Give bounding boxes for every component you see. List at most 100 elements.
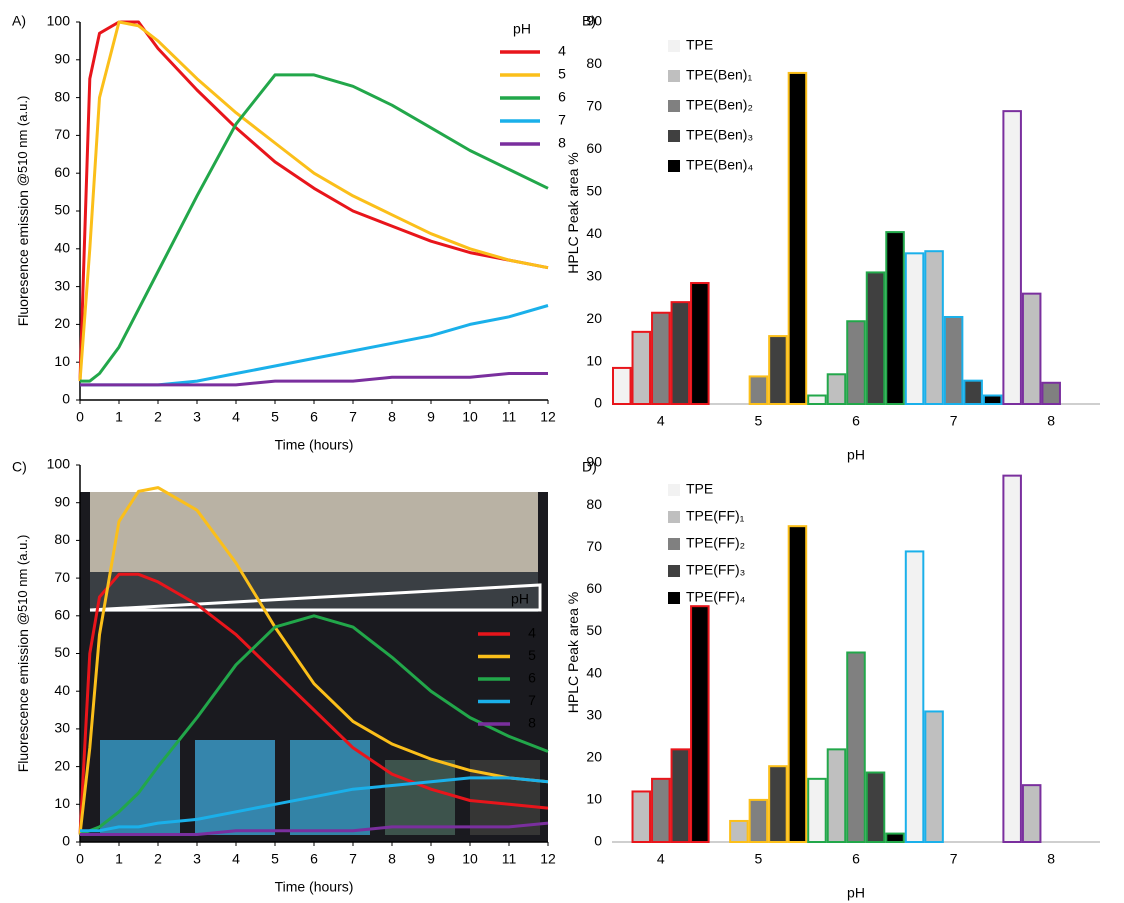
- y-axis-label-main: Fluorescence emission: [15, 625, 31, 772]
- y-tick-label: 80: [586, 55, 602, 71]
- x-tick-label: 7: [950, 851, 958, 867]
- y-tick-label: 50: [54, 202, 70, 218]
- x-tick-label: 5: [755, 851, 763, 867]
- y-tick-label: 60: [586, 140, 602, 156]
- bar: [1041, 381, 1061, 405]
- bar: [943, 315, 964, 405]
- legend-swatch: [668, 40, 680, 52]
- panel-label: D): [582, 459, 597, 475]
- bar: [826, 748, 847, 843]
- x-tick-label: 4: [232, 851, 240, 867]
- y-tick-label: 60: [586, 580, 602, 596]
- y-tick-label: 100: [47, 456, 71, 472]
- bar: [651, 311, 671, 405]
- y-axis-label-sub: @510 nm (a.u.): [15, 535, 30, 626]
- y-tick-label: 80: [54, 88, 70, 104]
- y-tick-label: 90: [54, 493, 70, 509]
- legend-label: TPE: [686, 481, 713, 497]
- bar: [1021, 292, 1042, 405]
- x-axis-label: Time (hours): [275, 437, 354, 453]
- x-tick-label: 12: [540, 409, 556, 425]
- x-tick-label: 8: [388, 409, 396, 425]
- bar: [865, 771, 886, 843]
- bar: [885, 231, 905, 405]
- legend-label: 4: [558, 43, 566, 59]
- legend-title: pH: [511, 591, 529, 607]
- x-tick-label: 11: [502, 851, 517, 867]
- y-tick-label: 70: [54, 126, 70, 142]
- legend-swatch: [668, 100, 680, 112]
- data-line: [80, 73, 549, 383]
- x-tick-label: 7: [349, 409, 357, 425]
- legend-swatch: [668, 592, 680, 604]
- x-tick-label: 5: [755, 413, 763, 429]
- legend-label: 7: [558, 112, 566, 128]
- legend-label: 4: [528, 625, 536, 641]
- bar: [904, 550, 925, 844]
- x-tick-label: 5: [271, 409, 279, 425]
- bar: [768, 335, 788, 406]
- y-tick-label: 50: [586, 622, 602, 638]
- y-tick-label: 20: [54, 315, 70, 331]
- y-tick-label: 80: [54, 531, 70, 547]
- legend-label: TPE(FF)₂: [686, 535, 745, 551]
- x-tick-label: 3: [193, 851, 201, 867]
- y-tick-label: 10: [54, 353, 70, 369]
- x-tick-label: 9: [427, 409, 435, 425]
- x-tick-label: 7: [950, 413, 958, 429]
- y-tick-label: 50: [54, 644, 70, 660]
- y-tick-label: 80: [586, 496, 602, 512]
- x-tick-label: 6: [310, 409, 318, 425]
- legend-swatch: [668, 511, 680, 523]
- y-axis-label: HPLC Peak area %: [565, 152, 581, 273]
- y-tick-label: 100: [47, 13, 71, 29]
- y-axis-label: Fluorescence emission @510 nm (a.u.): [15, 535, 31, 773]
- legend-title: pH: [513, 21, 531, 37]
- y-axis-label: Fluoresence emission @510 nm (a.u.): [15, 96, 31, 327]
- y-tick-label: 40: [586, 225, 602, 241]
- legend-label: TPE(FF)₃: [686, 562, 745, 578]
- y-tick-label: 70: [54, 569, 70, 585]
- x-tick-label: 8: [388, 851, 396, 867]
- y-axis-label-main: Fluoresence emission: [15, 186, 31, 326]
- y-axis-label: HPLC Peak area %: [565, 592, 581, 713]
- data-line: [80, 776, 549, 833]
- x-tick-label: 10: [462, 409, 478, 425]
- data-line: [79, 614, 549, 836]
- legend-swatch: [668, 484, 680, 496]
- bar: [846, 320, 866, 406]
- y-tick-label: 90: [586, 454, 602, 470]
- x-tick-label: 0: [76, 851, 84, 867]
- x-axis-label: Time (hours): [275, 879, 354, 895]
- bar: [690, 282, 710, 405]
- y-tick-label: 30: [54, 720, 70, 736]
- x-axis-label: pH: [847, 447, 865, 463]
- y-axis-label-main: HPLC Peak area %: [565, 592, 581, 713]
- panel-label: C): [12, 459, 27, 475]
- bar: [826, 373, 847, 405]
- x-tick-label: 11: [502, 409, 517, 425]
- legend-label: 6: [558, 89, 566, 105]
- bar: [768, 765, 788, 844]
- bar: [631, 330, 652, 406]
- x-tick-label: 8: [1047, 413, 1055, 429]
- y-tick-label: 40: [586, 664, 602, 680]
- legend-label: TPE(Ben)₄: [686, 157, 753, 173]
- bar: [924, 710, 944, 844]
- x-tick-label: 1: [115, 409, 123, 425]
- legend-label: TPE(Ben)₃: [686, 127, 753, 143]
- y-tick-label: 70: [586, 98, 602, 114]
- y-tick-label: 20: [54, 757, 70, 773]
- x-tick-label: 10: [462, 851, 478, 867]
- legend-swatch: [668, 70, 680, 82]
- legend-label: TPE(Ben)₁: [686, 67, 752, 83]
- y-tick-label: 90: [586, 13, 602, 29]
- legend-label: TPE(Ben)₂: [686, 97, 753, 113]
- x-tick-label: 8: [1047, 851, 1055, 867]
- y-tick-label: 60: [54, 164, 70, 180]
- bar: [748, 375, 769, 405]
- legend-label: 5: [528, 647, 536, 663]
- x-tick-label: 7: [349, 851, 357, 867]
- y-axis-label-main: HPLC Peak area %: [565, 152, 581, 273]
- y-axis-label-sub: @510 nm (a.u.): [15, 96, 30, 187]
